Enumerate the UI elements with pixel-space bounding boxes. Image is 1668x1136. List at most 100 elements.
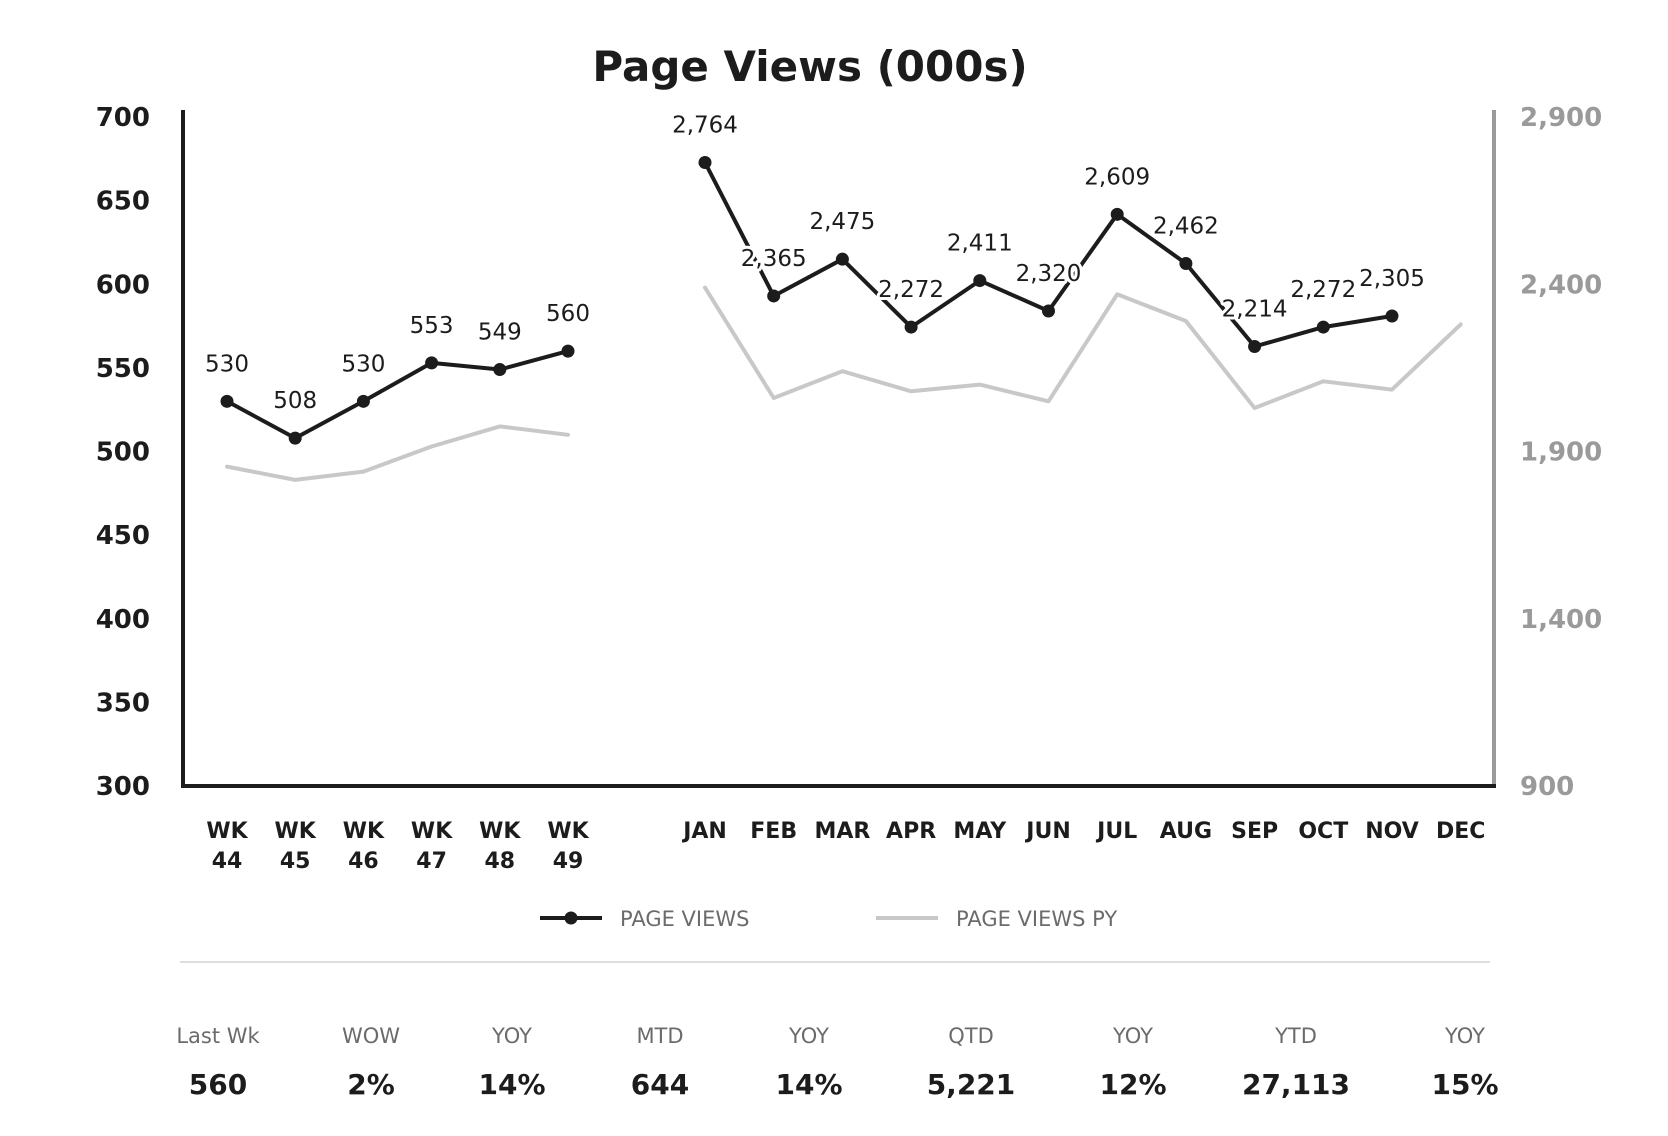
x-tick-label: WK xyxy=(206,819,248,844)
data-label: 2,365 xyxy=(741,246,807,272)
data-label: 2,462 xyxy=(1153,214,1219,240)
chart-title: Page Views (000s) xyxy=(592,42,1027,91)
monthly-page-views-point xyxy=(904,320,918,334)
x-tick-label: MAR xyxy=(814,819,870,844)
x-tick-label: OCT xyxy=(1298,819,1348,844)
right-y-tick: 2,400 xyxy=(1520,270,1602,300)
right-y-axis-ticks: 2,900 2,400 1,900 1,400 900 xyxy=(1520,103,1602,802)
weekly-page-views-point xyxy=(220,394,234,408)
weekly-page-views-point xyxy=(493,363,507,377)
x-tick-label: DEC xyxy=(1436,819,1485,844)
x-tick-label: MAY xyxy=(953,819,1007,844)
kpi-value: 14% xyxy=(478,1068,545,1101)
chart-legend: PAGE VIEWS PAGE VIEWS PY xyxy=(540,907,1117,931)
x-tick-label: JAN xyxy=(681,819,727,844)
kpi-value: 27,113 xyxy=(1242,1068,1350,1101)
x-tick-label: WK xyxy=(479,819,521,844)
x-tick-label: SEP xyxy=(1231,819,1278,844)
x-tick-label: FEB xyxy=(750,819,797,844)
kpi-value: 644 xyxy=(631,1068,689,1101)
x-tick-label: 47 xyxy=(416,849,447,874)
monthly-page-views-point xyxy=(1316,320,1330,334)
data-label: 530 xyxy=(341,351,385,377)
x-tick-label: 48 xyxy=(484,849,515,874)
weekly-page-views-point xyxy=(356,394,370,408)
weekly-page-views-point xyxy=(288,431,302,445)
left-y-tick: 700 xyxy=(96,103,150,133)
legend-page-views-marker xyxy=(564,911,578,925)
x-tick-label: NOV xyxy=(1365,819,1419,844)
monthly-page-views-point xyxy=(1042,304,1055,318)
x-axis-ticks: WK 44 WK 45 WK 46 WK 47 WK 48 WK 49 JAN FEB MAR APR MAY J… xyxy=(206,819,1485,874)
kpi-value: 5,221 xyxy=(927,1068,1016,1101)
x-tick-label: AUG xyxy=(1160,819,1212,844)
x-tick-label: APR xyxy=(886,819,936,844)
prior-year-series xyxy=(225,285,1463,482)
left-y-tick: 350 xyxy=(96,688,150,718)
data-label: 2,320 xyxy=(1016,261,1082,287)
page-views-series xyxy=(220,155,1399,445)
left-y-tick: 500 xyxy=(96,438,150,468)
weekly-page-views-point xyxy=(425,356,439,370)
monthly-page-views-point xyxy=(1248,339,1262,353)
kpi-label: WOW xyxy=(342,1024,400,1048)
monthly-prior-year-line xyxy=(703,285,1463,410)
data-label: 2,411 xyxy=(947,231,1013,257)
data-label: 2,609 xyxy=(1084,164,1150,190)
kpi-value: 14% xyxy=(775,1068,842,1101)
kpi-label: YTD xyxy=(1274,1024,1317,1048)
kpi-value: 12% xyxy=(1099,1068,1166,1101)
right-y-tick: 900 xyxy=(1520,772,1574,802)
monthly-page-views-point xyxy=(767,289,781,303)
left-y-tick: 300 xyxy=(96,772,150,802)
weekly-page-views-point xyxy=(561,344,575,358)
left-y-tick: 450 xyxy=(96,521,150,551)
x-tick-label: JUL xyxy=(1095,819,1137,844)
monthly-page-views-point xyxy=(1385,309,1399,323)
kpi-label: MTD xyxy=(636,1024,683,1048)
left-y-axis-ticks: 700 650 600 550 500 450 400 350 300 xyxy=(96,103,150,802)
x-tick-label: 45 xyxy=(280,849,311,874)
x-tick-label: WK xyxy=(275,819,317,844)
weekly-prior-year-line xyxy=(225,424,570,482)
legend-page-views-label: PAGE VIEWS xyxy=(620,907,749,931)
data-label: 560 xyxy=(546,301,590,327)
x-tick-label: 49 xyxy=(553,849,584,874)
x-tick-label: WK xyxy=(547,819,589,844)
x-tick-label: JUN xyxy=(1024,819,1070,844)
data-label: 2,272 xyxy=(1290,277,1356,303)
data-label: 2,475 xyxy=(809,209,875,235)
x-tick-label: WK xyxy=(343,819,385,844)
kpi-label: YOY xyxy=(491,1024,532,1048)
x-tick-label: 44 xyxy=(212,849,243,874)
monthly-page-views-point xyxy=(835,252,849,266)
data-label: 2,214 xyxy=(1222,296,1288,322)
data-label: 553 xyxy=(410,313,454,339)
right-y-tick: 2,900 xyxy=(1520,103,1602,133)
data-label: 2,305 xyxy=(1359,266,1425,292)
data-label: 2,764 xyxy=(672,112,738,138)
x-tick-label: 46 xyxy=(348,849,379,874)
monthly-page-views-point xyxy=(1179,257,1193,271)
data-label: 2,272 xyxy=(878,277,944,303)
left-y-tick: 400 xyxy=(96,605,150,635)
monthly-page-views-point xyxy=(973,274,987,288)
kpi-label: Last Wk xyxy=(176,1024,260,1048)
monthly-page-views-point xyxy=(1110,207,1124,221)
legend-page-views-py-label: PAGE VIEWS PY xyxy=(956,907,1117,931)
monthly-page-views-line xyxy=(703,160,1394,349)
right-y-tick: 1,900 xyxy=(1520,438,1602,468)
data-label: 549 xyxy=(478,320,522,346)
kpi-label: QTD xyxy=(948,1024,994,1048)
right-y-tick: 1,400 xyxy=(1520,605,1602,635)
kpi-label: YOY xyxy=(1112,1024,1153,1048)
monthly-page-views-point xyxy=(698,155,712,169)
kpi-value: 2% xyxy=(347,1068,395,1101)
data-label: 530 xyxy=(205,351,249,377)
kpi-summary: Last Wk 560 WOW 2% YOY 14% MTD 644 YOY 14% QTD 5,22… xyxy=(176,1024,1498,1101)
kpi-value: 560 xyxy=(189,1068,247,1101)
data-label: 508 xyxy=(273,388,317,414)
weekly-page-views-line xyxy=(225,349,570,441)
